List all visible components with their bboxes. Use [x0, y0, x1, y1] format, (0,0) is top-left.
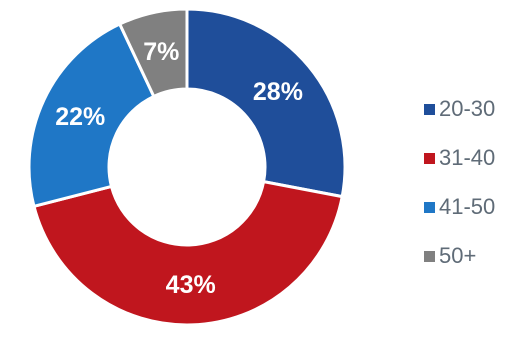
donut-plot: 28% 43% 22% 7% [27, 7, 347, 327]
legend-swatch-icon [424, 250, 435, 262]
donut-slice-41-50 [27, 22, 156, 209]
legend-label: 31-40 [439, 145, 496, 170]
donut-slice-31-40 [32, 179, 344, 327]
legend-item-50+: 50+ [424, 243, 495, 269]
slice-label-41-50: 22% [55, 103, 105, 131]
legend-label: 50+ [439, 243, 477, 268]
donut-slice-20-30 [185, 7, 347, 199]
legend-item-31-40: 31-40 [424, 145, 495, 171]
legend-item-20-30: 20-30 [424, 96, 495, 122]
legend-item-41-50: 41-50 [424, 194, 495, 220]
legend-swatch-icon [424, 103, 435, 115]
legend-label: 20-30 [439, 96, 496, 121]
donut-slice-50+ [117, 7, 189, 99]
slice-label-50+: 7% [143, 38, 179, 66]
legend: 20-30 31-40 41-50 50+ [424, 96, 495, 292]
legend-label: 41-50 [439, 194, 496, 219]
slice-label-31-40: 43% [166, 271, 216, 299]
slice-label-20-30: 28% [253, 78, 303, 106]
legend-swatch-icon [424, 152, 435, 164]
legend-swatch-icon [424, 201, 435, 213]
